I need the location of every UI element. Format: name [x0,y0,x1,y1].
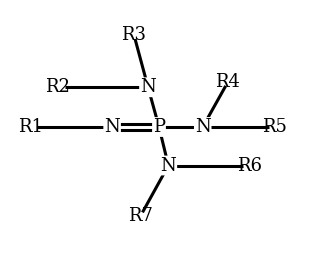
Text: R6: R6 [237,156,262,174]
Text: P: P [153,118,165,136]
Text: N: N [161,156,176,174]
Text: R4: R4 [215,73,240,91]
Text: N: N [140,78,156,96]
Text: R1: R1 [18,118,43,136]
Text: R7: R7 [128,208,153,226]
Text: N: N [104,118,120,136]
Text: R2: R2 [45,78,70,96]
Text: R3: R3 [121,26,147,44]
Text: R5: R5 [262,118,287,136]
Text: N: N [195,118,211,136]
